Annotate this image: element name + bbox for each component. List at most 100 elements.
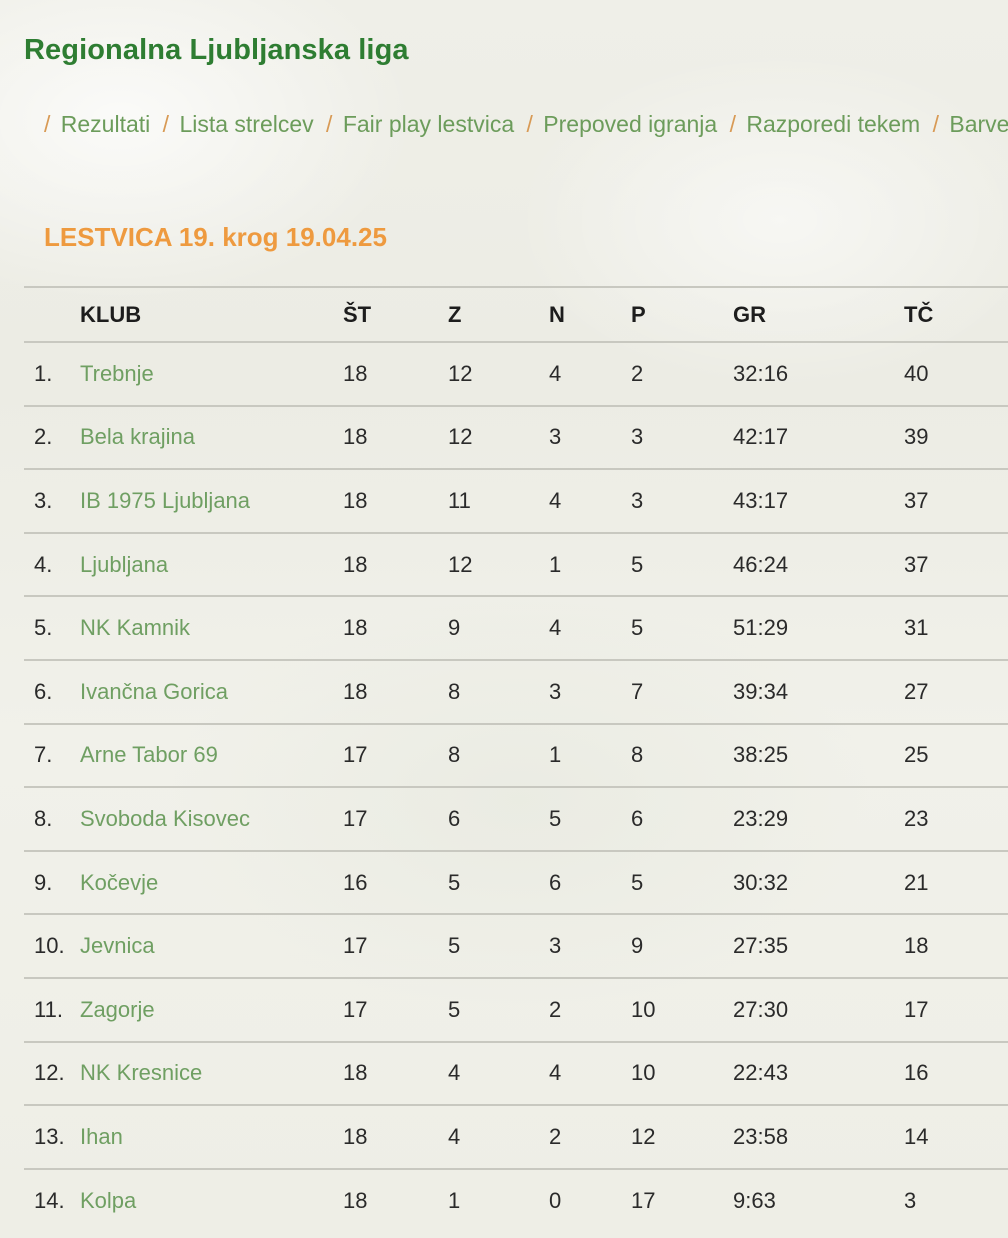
rank-cell: 10. <box>34 933 65 959</box>
draws-cell: 1 <box>549 742 562 768</box>
goals-cell: 42:17 <box>733 424 789 450</box>
rank-cell: 7. <box>34 742 53 768</box>
table-row: 7. Arne Tabor 69 17 8 1 8 38:25 25 <box>24 722 1008 787</box>
goals-cell: 38:25 <box>733 742 789 768</box>
played-cell: 18 <box>343 678 368 704</box>
header-wins: Z <box>448 301 462 327</box>
club-link[interactable]: Svoboda Kisovec <box>80 805 250 831</box>
table-row: 1. Trebnje 18 12 4 2 32:16 40 <box>24 341 1008 405</box>
rank-cell: 9. <box>34 869 53 895</box>
rank-cell: 13. <box>34 1123 65 1149</box>
wins-cell: 12 <box>448 551 473 577</box>
played-cell: 16 <box>343 869 368 895</box>
played-cell: 18 <box>343 487 368 513</box>
rank-cell: 2. <box>34 424 53 450</box>
header-club: KLUB <box>80 301 142 327</box>
points-cell: 3 <box>904 1187 917 1213</box>
goals-cell: 23:29 <box>733 805 789 831</box>
points-cell: 37 <box>904 551 929 577</box>
club-link[interactable]: Jevnica <box>80 933 155 959</box>
played-cell: 17 <box>343 996 368 1022</box>
wins-cell: 12 <box>448 360 473 386</box>
table-header-row: KLUB ŠT Z N P GR TČ <box>24 286 1008 341</box>
club-link[interactable]: Ivančna Gorica <box>80 678 228 704</box>
table-row: 2. Bela krajina 18 12 3 3 42:17 39 <box>24 404 1008 469</box>
header-points: TČ <box>904 301 934 327</box>
goals-cell: 46:24 <box>733 551 789 577</box>
club-link[interactable]: Trebnje <box>80 360 154 386</box>
table-row: 14. Kolpa 18 1 0 17 9:63 3 <box>24 1167 1008 1232</box>
nav-separator: / <box>729 111 736 137</box>
points-cell: 27 <box>904 678 929 704</box>
wins-cell: 8 <box>448 678 461 704</box>
club-link[interactable]: Zagorje <box>80 996 155 1022</box>
points-cell: 39 <box>904 424 929 450</box>
points-cell: 18 <box>904 933 929 959</box>
goals-cell: 30:32 <box>733 869 789 895</box>
points-cell: 21 <box>904 869 929 895</box>
losses-cell: 5 <box>631 869 644 895</box>
club-link[interactable]: Kočevje <box>80 869 159 895</box>
goals-cell: 9:63 <box>733 1187 776 1213</box>
rank-cell: 4. <box>34 551 53 577</box>
nav-link-prepoved-igranja[interactable]: Prepoved igranja <box>543 111 718 137</box>
rank-cell: 1. <box>34 360 53 386</box>
wins-cell: 12 <box>448 424 473 450</box>
standings-table: KLUB ŠT Z N P GR TČ 1. Trebnje 18 12 4 2 32:16… <box>24 286 1008 1231</box>
wins-cell: 8 <box>448 742 461 768</box>
points-cell: 23 <box>904 805 929 831</box>
club-link[interactable]: NK Kresnice <box>80 1060 203 1086</box>
points-cell: 40 <box>904 360 929 386</box>
club-link[interactable]: Kolpa <box>80 1187 137 1213</box>
draws-cell: 4 <box>549 1060 562 1086</box>
nav-link-barve-dresov[interactable]: Barve dre <box>949 111 1008 137</box>
wins-cell: 1 <box>448 1187 461 1213</box>
rank-cell: 11. <box>34 996 63 1022</box>
club-link[interactable]: IB 1975 Ljubljana <box>80 487 251 513</box>
losses-cell: 5 <box>631 551 644 577</box>
club-link[interactable]: Arne Tabor 69 <box>80 742 218 768</box>
losses-cell: 8 <box>631 742 644 768</box>
goals-cell: 32:16 <box>733 360 789 386</box>
losses-cell: 12 <box>631 1123 656 1149</box>
points-cell: 37 <box>904 487 929 513</box>
wins-cell: 6 <box>448 805 461 831</box>
standings-title: LESTVICA 19. krog 19.04.25 <box>44 222 387 252</box>
table-row: 8. Svoboda Kisovec 17 6 5 6 23:29 23 <box>24 786 1008 850</box>
goals-cell: 27:30 <box>733 996 789 1022</box>
draws-cell: 5 <box>549 805 562 831</box>
club-link[interactable]: Ihan <box>80 1123 123 1149</box>
losses-cell: 2 <box>631 360 644 386</box>
points-cell: 31 <box>904 615 929 641</box>
goals-cell: 51:29 <box>733 615 789 641</box>
nav-link-fair-play-lestvica[interactable]: Fair play lestvica <box>342 111 515 137</box>
header-losses: P <box>631 301 646 327</box>
losses-cell: 3 <box>631 424 644 450</box>
points-cell: 14 <box>904 1123 929 1149</box>
nav-link-lista-strelcev[interactable]: Lista strelcev <box>179 111 314 137</box>
wins-cell: 5 <box>448 869 461 895</box>
standings-body: 1. Trebnje 18 12 4 2 32:16 40 2. Bela krajina 18 12… <box>24 341 1008 1231</box>
page-title: Regionalna Ljubljanska liga <box>24 34 409 66</box>
points-cell: 25 <box>904 742 929 768</box>
goals-cell: 23:58 <box>733 1123 789 1149</box>
club-link[interactable]: Bela krajina <box>80 424 195 450</box>
table-row: 12. NK Kresnice 18 4 4 10 22:43 16 <box>24 1040 1008 1105</box>
nav-separator: / <box>44 111 51 137</box>
club-link[interactable]: NK Kamnik <box>80 615 191 641</box>
losses-cell: 5 <box>631 615 644 641</box>
nav-separator: / <box>932 111 939 137</box>
played-cell: 17 <box>343 933 368 959</box>
losses-cell: 10 <box>631 996 656 1022</box>
played-cell: 18 <box>343 551 368 577</box>
club-link[interactable]: Ljubljana <box>80 551 169 577</box>
wins-cell: 9 <box>448 615 461 641</box>
draws-cell: 4 <box>549 360 562 386</box>
nav-link-razporedi-tekem[interactable]: Razporedi tekem <box>746 111 921 137</box>
nav-separator: / <box>326 111 333 137</box>
played-cell: 18 <box>343 424 368 450</box>
table-row: 11. Zagorje 17 5 2 10 27:30 17 <box>24 976 1008 1041</box>
played-cell: 17 <box>343 805 368 831</box>
nav-link-rezultati[interactable]: Rezultati <box>60 111 151 137</box>
points-cell: 16 <box>904 1060 929 1086</box>
